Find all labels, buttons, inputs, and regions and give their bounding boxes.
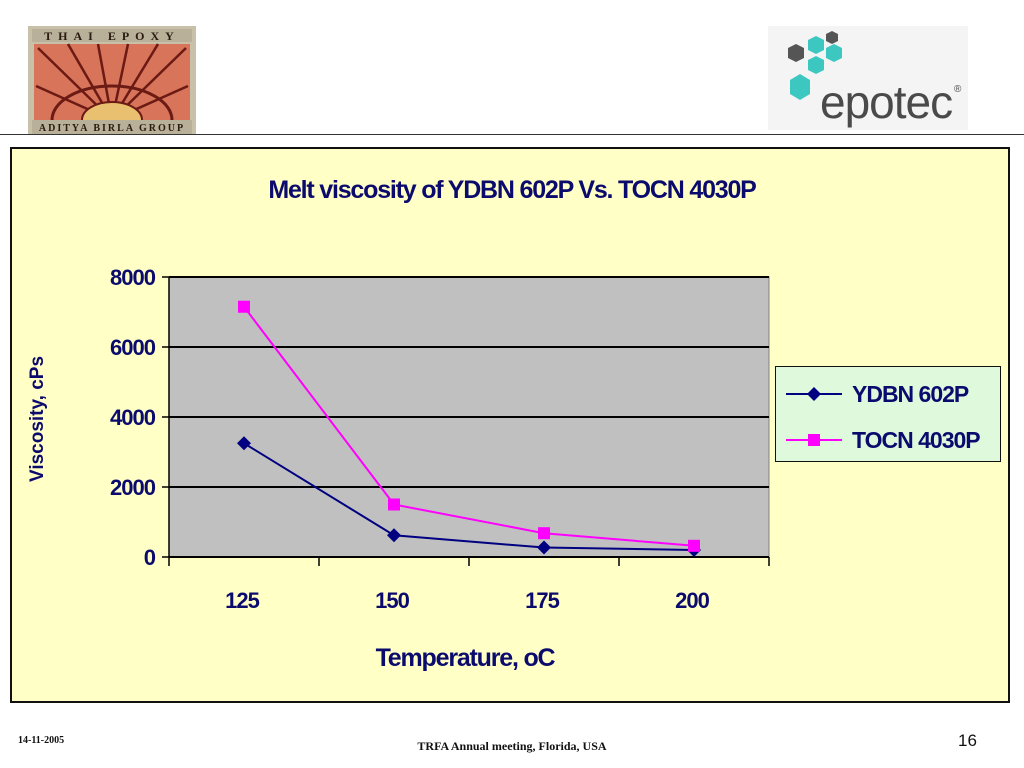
plot-area: 0 2000 4000 6000 8000 125 150 175 200 [110,265,770,613]
data-point-square [238,300,250,313]
footer-date: 14-11-2005 [18,735,65,746]
chart-legend: YDBN 602P TOCN 4030P [775,366,1001,462]
x-tick-label: 175 [525,588,559,613]
footer-event: TRFA Annual meeting, Florida, USA [417,739,607,753]
x-tick-label: 200 [675,588,709,613]
series-line-1 [243,306,695,547]
data-point-square [688,539,700,552]
y-tick-label: 0 [144,545,156,570]
legend-label: TOCN 4030P [852,427,981,453]
chart-canvas: Melt viscosity of YDBN 602P Vs. TOCN 403… [27,176,770,672]
logo-top-text: THAI EPOXY [44,29,180,43]
x-axis-label: Temperature, oC [376,644,556,672]
chart-title: Melt viscosity of YDBN 602P Vs. TOCN 403… [268,176,756,204]
x-tick-label: 125 [225,588,259,613]
y-tick-label: 4000 [110,405,156,430]
logo-bottom-text: ADITYA BIRLA GROUP [39,123,185,134]
y-axis-label: Viscosity, cPs [27,356,48,482]
y-tick-label: 2000 [110,475,156,500]
epotec-logo: epotec ® [768,26,968,130]
data-point-diamond [537,540,551,555]
legend-swatch-square-icon [786,434,842,446]
data-point-diamond [237,436,251,451]
data-point-square [538,527,550,540]
y-tick-label: 6000 [110,335,156,360]
legend-label: YDBN 602P [852,381,969,407]
epotec-wordmark: epotec [820,76,952,128]
header-divider [0,134,1024,135]
legend-item-tocn-4030p: TOCN 4030P [784,423,998,459]
legend-item-ydbn-602p: YDBN 602P [784,377,998,413]
registered-mark: ® [954,84,962,95]
x-tick-label: 150 [375,588,409,613]
series-line-0 [243,442,695,551]
data-point-square [388,498,400,511]
data-point-diamond [387,528,401,543]
thai-epoxy-logo: THAI EPOXY ADITYA BIRLA GROUP [28,26,196,156]
y-tick-label: 8000 [110,265,156,290]
page-number: 16 [958,731,977,750]
legend-swatch-diamond-icon [786,387,842,401]
